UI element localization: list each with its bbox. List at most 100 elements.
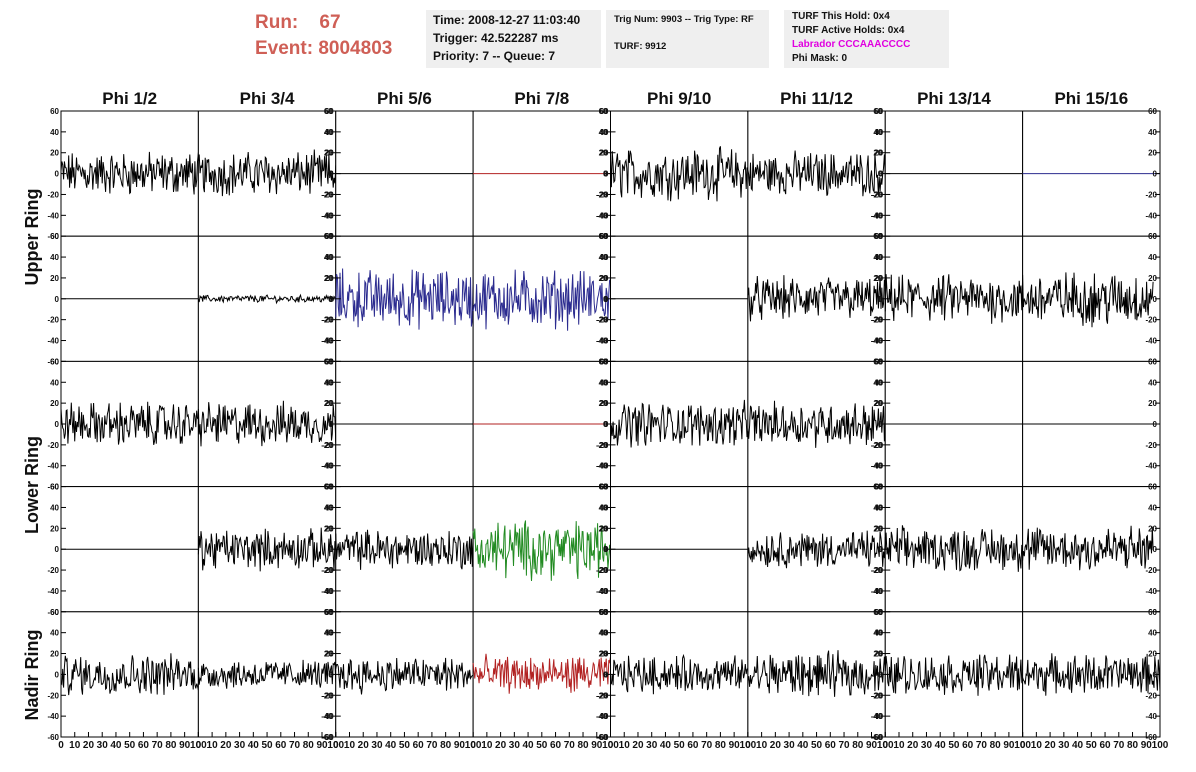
y-tick-label: 60: [599, 232, 608, 241]
y-tick-label: -20: [596, 190, 608, 199]
time-info-box: Time: 2008-12-27 11:03:40 Trigger: 42.52…: [426, 10, 601, 68]
y-tick-label: -20: [871, 441, 883, 450]
y-tick-label: 0: [878, 295, 883, 304]
ring-label-nadir: Nadir Ring: [22, 629, 42, 720]
x-tick-label: 70: [701, 740, 713, 751]
x-tick-label: 30: [371, 740, 383, 751]
y-tick-label: 0: [55, 420, 60, 429]
trigger-info-box: Trig Num: 9903 -- Trig Type: RF TURF: 99…: [606, 10, 769, 68]
y-tick-label: -20: [322, 441, 334, 450]
y-tick-label: 40: [50, 128, 59, 137]
y-tick-label: -20: [1145, 316, 1157, 325]
ring-label-lower: Lower Ring: [22, 436, 42, 534]
y-tick-label: 40: [874, 378, 883, 387]
y-tick-label: -40: [321, 337, 333, 346]
trigger-line: Trigger: 42.522287 ms: [433, 31, 559, 45]
y-tick-label: 40: [50, 503, 59, 512]
column-title: Phi 5/6: [377, 89, 432, 108]
y-tick-label: -60: [872, 733, 884, 742]
y-tick-label: 20: [324, 524, 333, 533]
y-tick-label: 40: [324, 253, 333, 262]
x-tick-label: 60: [1099, 740, 1111, 751]
y-tick-label: 20: [873, 650, 882, 659]
y-tick-label: -40: [322, 712, 334, 721]
y-tick-label: 20: [600, 149, 609, 158]
x-tick-label: 20: [907, 740, 919, 751]
y-tick-label: -40: [597, 712, 609, 721]
y-tick-label: 40: [1148, 378, 1157, 387]
y-tick-label: 0: [1153, 170, 1158, 179]
panel-frame: [610, 110, 749, 237]
y-tick-label: -40: [871, 211, 883, 220]
y-tick-label: -40: [596, 462, 608, 471]
y-tick-label: -20: [47, 190, 59, 199]
x-tick-label: 90: [866, 740, 878, 751]
x-tick-label: 20: [83, 740, 95, 751]
y-tick-label: 60: [600, 232, 609, 241]
x-tick-label: 10: [481, 740, 493, 751]
y-tick-label: 40: [873, 253, 882, 262]
x-tick-label: 10: [756, 740, 768, 751]
x-tick-label: 0: [470, 740, 476, 751]
y-tick-label: 20: [1148, 149, 1157, 158]
y-tick-label: 60: [873, 107, 882, 116]
x-tick-label: 90: [179, 740, 191, 751]
y-tick-label: 60: [1148, 232, 1157, 241]
y-tick-label: 0: [55, 670, 60, 679]
waveform-trace: [60, 653, 199, 696]
y-tick-label: 0: [55, 295, 60, 304]
y-tick-label: 20: [324, 274, 333, 283]
column-title: Phi 1/2: [102, 89, 157, 108]
y-tick-label: -20: [1145, 691, 1157, 700]
x-tick-label: 50: [1086, 740, 1098, 751]
y-tick-label: 0: [1153, 545, 1158, 554]
x-tick-label: 80: [440, 740, 452, 751]
y-tick-label: -40: [597, 211, 609, 220]
waveform-trace: [747, 650, 886, 697]
y-tick-label: 20: [600, 274, 609, 283]
run-line: Run: 67: [255, 10, 392, 36]
column-title: Phi 9/10: [647, 89, 711, 108]
column-title: Phi 11/12: [780, 89, 853, 108]
turf-info-box: TURF This Hold: 0x4 TURF Active Holds: 0…: [784, 10, 949, 68]
y-tick-label: 40: [325, 253, 334, 262]
y-tick-label: -40: [321, 587, 333, 596]
waveform-trace: [335, 529, 474, 570]
y-tick-label: 20: [325, 524, 334, 533]
x-tick-label: 90: [1003, 740, 1015, 751]
y-tick-label: 60: [50, 107, 59, 116]
y-tick-label: -40: [321, 211, 333, 220]
y-tick-label: -20: [597, 316, 609, 325]
y-tick-label: 0: [879, 670, 884, 679]
y-tick-label: 0: [603, 295, 608, 304]
y-tick-label: -20: [871, 566, 883, 575]
waveform-trace: [335, 657, 474, 695]
column-titles: Phi 1/2 Phi 3/4 Phi 5/6 Phi 7/8 Phi 9/10 Phi …: [102, 89, 1128, 108]
y-tick-label: -60: [596, 733, 608, 742]
y-tick-label: -40: [322, 587, 334, 596]
y-tick-label: -40: [1145, 712, 1157, 721]
y-tick-label: -40: [872, 587, 884, 596]
waveform-trace: [197, 527, 337, 572]
x-tick-label: 60: [550, 740, 562, 751]
y-tick-label: 0: [603, 545, 608, 554]
y-tick-label: 20: [599, 524, 608, 533]
y-tick-label: -40: [596, 712, 608, 721]
x-tick-label: 60: [275, 740, 287, 751]
y-tick-label: -20: [321, 691, 333, 700]
y-tick-label: 40: [324, 378, 333, 387]
